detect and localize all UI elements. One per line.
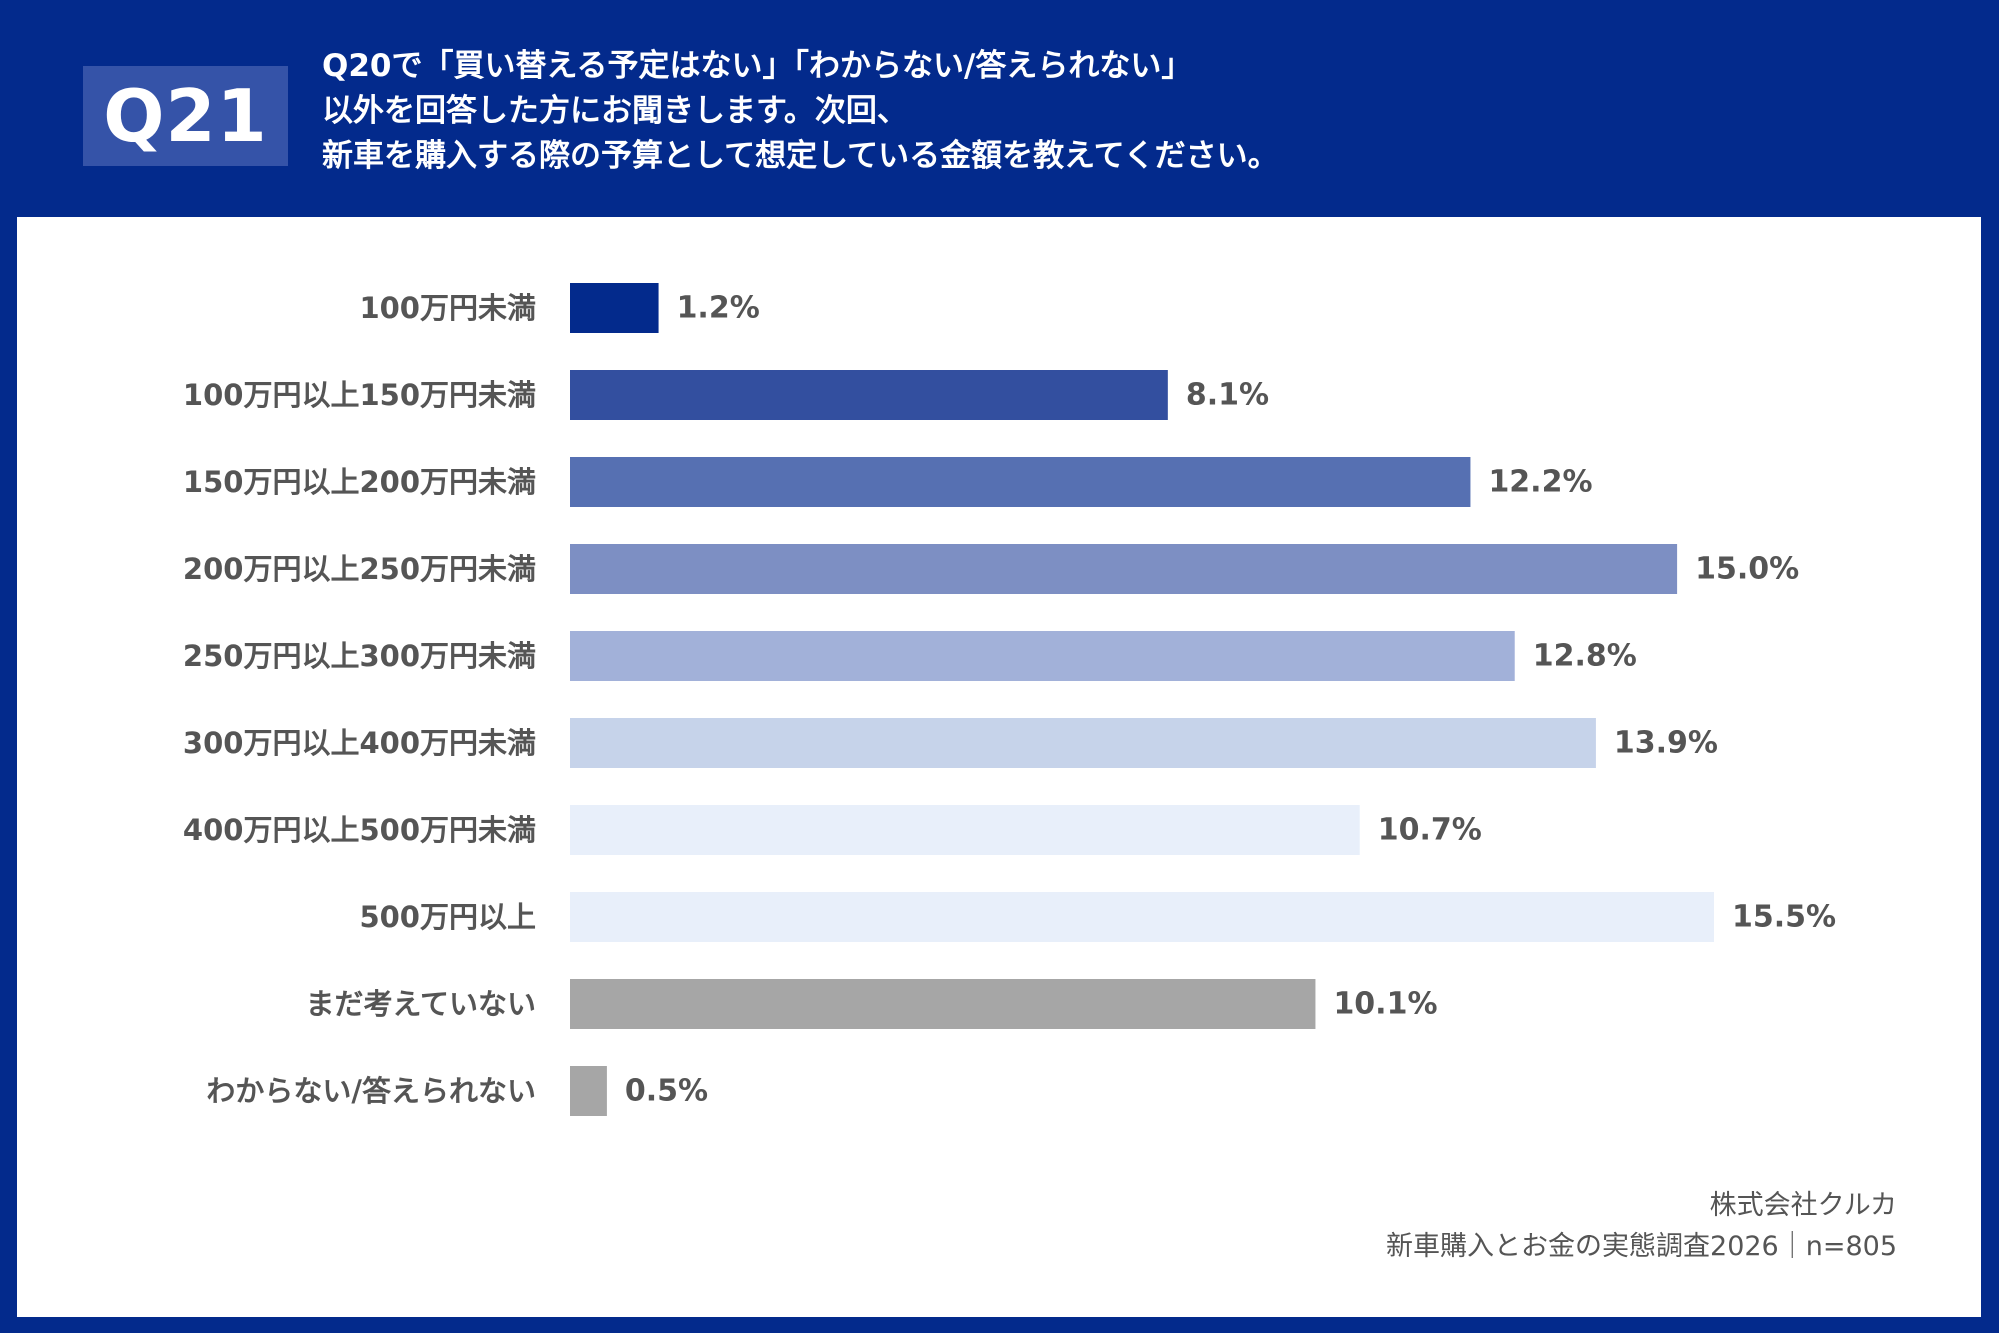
category-label: 400万円以上500万円未満 <box>183 813 536 847</box>
value-label: 10.1% <box>1333 987 1437 1022</box>
question-text: Q20で「買い替える予定はない」「わからない/答えられない」 以外を回答した方に… <box>322 44 1882 179</box>
value-label: 8.1% <box>1186 378 1269 413</box>
value-label: 12.2% <box>1488 465 1592 500</box>
bar <box>570 1066 607 1116</box>
bar-chart: 100万円未満 1.2% 100万円以上150万円未満 8.1% 150万円以上200万… <box>183 283 1836 1116</box>
company-name: 株式会社クルカ <box>1709 1190 1897 1221</box>
category-label: わからない/答えられない <box>206 1074 536 1108</box>
bar <box>570 370 1168 420</box>
bar <box>570 544 1678 594</box>
bar <box>570 979 1316 1029</box>
bar <box>570 892 1714 942</box>
value-label: 15.5% <box>1732 900 1836 935</box>
category-label: 250万円以上300万円未満 <box>183 639 536 673</box>
category-label: 100万円以上150万円未満 <box>183 378 536 412</box>
survey-info: 新車購入とお金の実態調査2026｜n=805 <box>1386 1231 1897 1262</box>
chart-panel: 100万円未満 1.2% 100万円以上150万円未満 8.1% 150万円以上200万… <box>17 217 1981 1317</box>
bar <box>570 283 659 333</box>
question-line-3: 新車を購入する際の予算として想定している金額を教えてください。 <box>322 138 1279 174</box>
bar <box>570 631 1515 681</box>
value-label: 10.7% <box>1378 813 1482 848</box>
bar <box>570 805 1360 855</box>
category-label: 300万円以上400万円未満 <box>183 726 536 760</box>
value-label: 0.5% <box>625 1074 708 1109</box>
bar <box>570 718 1596 768</box>
value-label: 12.8% <box>1533 639 1637 674</box>
category-label: 500万円以上 <box>359 900 536 934</box>
question-line-1: Q20で「買い替える予定はない」「わからない/答えられない」 <box>322 48 1193 84</box>
question-number-badge: Q21 <box>83 66 288 166</box>
category-label: 100万円未満 <box>359 291 536 325</box>
bar <box>570 457 1471 507</box>
value-label: 1.2% <box>677 291 760 326</box>
question-line-2: 以外を回答した方にお聞きします。次回、 <box>322 93 908 129</box>
value-label: 15.0% <box>1695 552 1799 587</box>
value-label: 13.9% <box>1614 726 1718 761</box>
category-label: 150万円以上200万円未満 <box>183 465 536 499</box>
source-footer: 株式会社クルカ 新車購入とお金の実態調査2026｜n=805 <box>1386 1185 1897 1267</box>
category-label: 200万円以上250万円未満 <box>183 552 536 586</box>
category-label: まだ考えていない <box>305 987 536 1021</box>
